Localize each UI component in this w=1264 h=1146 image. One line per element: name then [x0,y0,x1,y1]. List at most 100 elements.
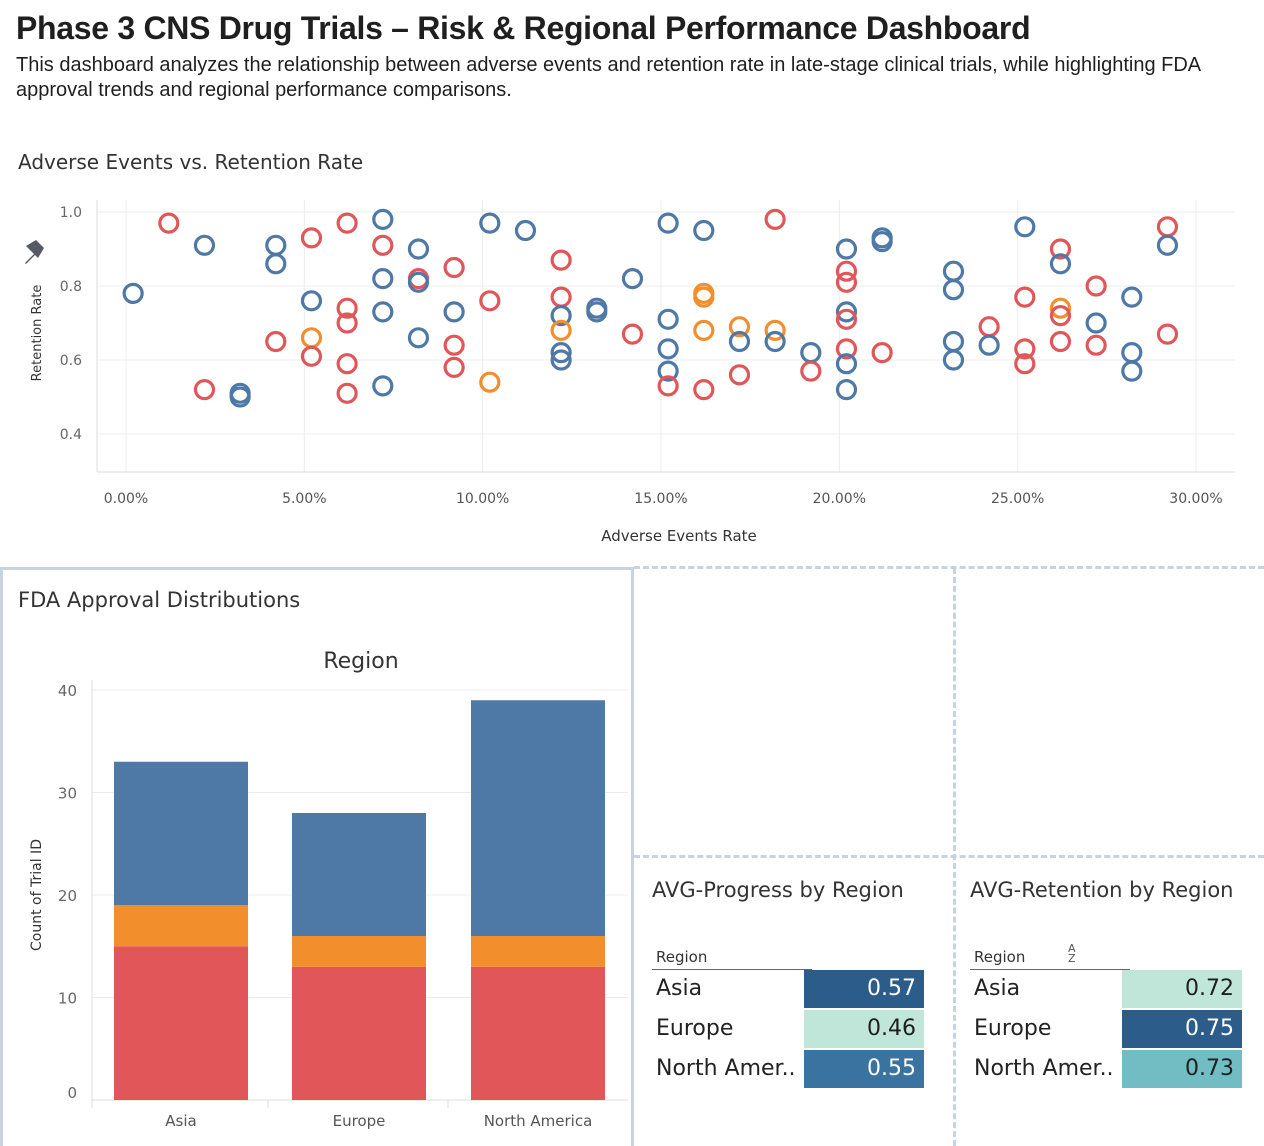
pin-icon[interactable] [25,240,44,264]
scatter-point[interactable] [1014,216,1036,238]
scatter-point[interactable] [407,271,430,293]
scatter-point[interactable] [978,334,1000,356]
scatter-point[interactable] [479,212,501,234]
scatter-point[interactable] [372,208,394,231]
fda-bar-chart[interactable]: Region 0 10 20 30 40 Asia Europe North America… [3,640,633,1140]
value-cell[interactable]: 0.73 [1122,1050,1242,1088]
scatter-point[interactable] [942,279,965,301]
scatter-point[interactable] [372,268,394,290]
scatter-point[interactable] [265,330,287,353]
bar-segment-orange[interactable] [471,936,605,967]
scatter-point[interactable] [871,230,893,253]
scatter-point[interactable] [443,334,465,356]
scatter-point[interactable] [693,379,715,401]
scatter-point[interactable] [657,375,679,397]
scatter-point[interactable] [693,219,715,242]
scatter-point[interactable] [1085,334,1107,356]
scatter-point[interactable] [1085,312,1107,334]
scatter-point[interactable] [300,345,323,367]
bar-segment-red[interactable] [292,966,426,1100]
progress-region-header[interactable]: Region [656,948,708,966]
scatter-point[interactable] [942,330,965,353]
scatter-point[interactable] [407,327,430,349]
value-cell[interactable]: 0.46 [804,1010,924,1048]
region-label[interactable]: Asia [656,976,703,1001]
scatter-point[interactable] [300,290,323,312]
scatter-point[interactable] [1049,305,1072,327]
scatter-point[interactable] [122,282,144,304]
scatter-point[interactable] [229,386,251,408]
scatter-point[interactable] [1014,338,1036,360]
scatter-point[interactable] [1049,238,1072,260]
scatter-point[interactable] [728,316,751,338]
scatter-point[interactable] [657,212,679,234]
scatter-point[interactable] [1049,253,1072,275]
scatter-point[interactable] [193,234,216,256]
scatter-point[interactable] [693,319,715,341]
scatter-point[interactable] [693,286,715,308]
scatter-point[interactable] [300,327,323,349]
scatter-point[interactable] [728,330,751,353]
scatter-point[interactable] [443,301,465,323]
scatter-point[interactable] [1121,342,1143,364]
scatter-point[interactable] [158,212,180,234]
scatter-point[interactable] [1014,353,1036,375]
scatter-point[interactable] [336,382,358,404]
bar-segment-orange[interactable] [114,905,248,947]
scatter-point[interactable] [835,271,858,293]
scatter-point[interactable] [835,379,858,401]
scatter-point[interactable] [728,364,751,386]
scatter-point[interactable] [407,238,430,260]
scatter-point[interactable] [479,290,501,312]
scatter-point[interactable] [657,338,679,360]
scatter-point[interactable] [657,360,679,382]
bar-segment-blue[interactable] [471,700,605,936]
scatter-point[interactable] [550,286,572,308]
scatter-point[interactable] [1156,216,1179,238]
scatter-point[interactable] [1156,323,1179,345]
scatter-point[interactable] [1085,275,1107,297]
bar-segment-orange[interactable] [292,936,426,967]
scatter-point[interactable] [835,238,858,260]
scatter-point[interactable] [336,312,358,334]
scatter-point[interactable] [265,253,287,275]
scatter-point[interactable] [372,234,394,256]
region-label[interactable]: North Amer.. [974,1056,1114,1081]
value-cell[interactable]: 0.55 [804,1050,924,1088]
scatter-point[interactable] [550,249,572,271]
scatter-point[interactable] [1049,330,1072,353]
scatter-point[interactable] [621,268,644,290]
scatter-point[interactable] [443,256,465,279]
region-label[interactable]: North Amer.. [656,1056,796,1081]
scatter-point[interactable] [835,338,858,360]
scatter-point[interactable] [835,260,858,282]
scatter-point[interactable] [586,301,608,323]
scatter-point[interactable] [835,308,858,330]
scatter-point[interactable] [336,297,358,319]
scatter-point[interactable] [657,308,679,330]
scatter-point[interactable] [1014,286,1036,308]
scatter-point[interactable] [550,319,572,341]
scatter-point[interactable] [550,305,572,327]
scatter-point[interactable] [835,353,858,375]
scatter-point[interactable] [942,260,965,282]
scatter-point[interactable] [621,323,644,345]
value-cell[interactable]: 0.57 [804,970,924,1008]
scatter-point[interactable] [978,316,1000,338]
bar-segment-blue[interactable] [114,761,248,906]
scatter-point[interactable] [265,234,287,256]
scatter-point[interactable] [479,371,501,393]
scatter-point[interactable] [336,353,358,375]
scatter-point[interactable] [764,208,786,231]
value-cell[interactable]: 0.72 [1122,970,1242,1008]
scatter-point[interactable] [372,301,394,323]
scatter-point[interactable] [1121,360,1143,382]
scatter-point[interactable] [942,349,965,371]
scatter-point[interactable] [1121,286,1143,308]
scatter-point[interactable] [871,342,893,364]
scatter-point[interactable] [550,349,572,371]
region-label[interactable]: Europe [974,1016,1052,1041]
scatter-point[interactable] [800,342,822,364]
scatter-point[interactable] [193,379,216,401]
